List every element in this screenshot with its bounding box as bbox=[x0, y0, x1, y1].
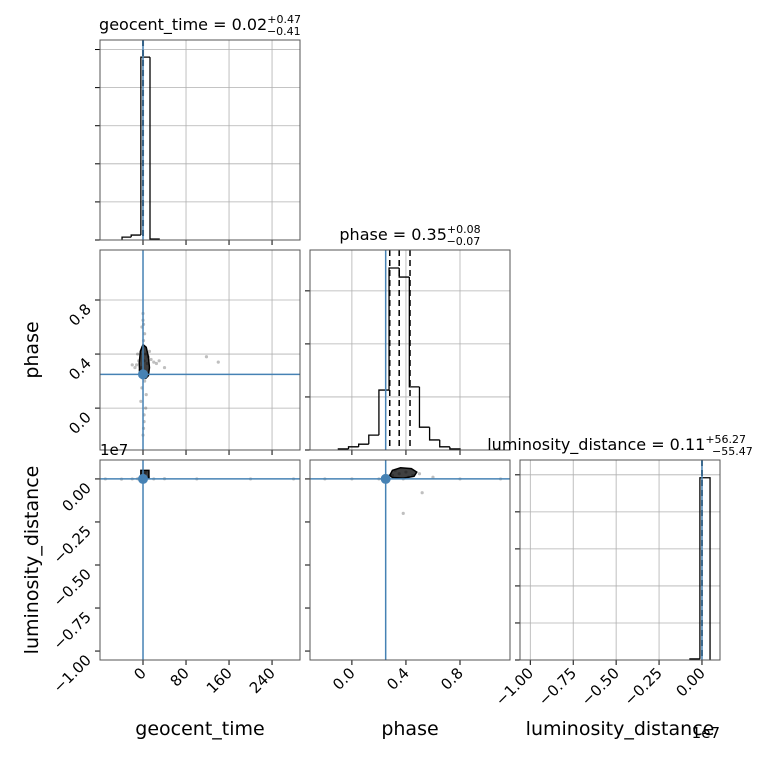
sample-point bbox=[401, 511, 405, 515]
histogram-bin bbox=[149, 57, 160, 240]
x-tick-label: 240 bbox=[246, 664, 279, 697]
x-tick-label: 160 bbox=[203, 664, 236, 697]
sample-point bbox=[152, 360, 156, 364]
truth-point bbox=[138, 473, 149, 484]
title-sub: −0.41 bbox=[267, 25, 301, 38]
histogram-bin bbox=[130, 234, 141, 238]
sample-point bbox=[154, 361, 159, 366]
histogram-bin bbox=[428, 427, 440, 441]
histogram-bin bbox=[398, 268, 410, 278]
histogram-bin bbox=[408, 277, 420, 388]
histogram-bin bbox=[699, 477, 711, 660]
sample-point bbox=[431, 475, 435, 479]
x-tick-label: 0 bbox=[130, 664, 149, 683]
truth-point bbox=[380, 473, 391, 484]
density-contour bbox=[388, 466, 418, 479]
sample-point bbox=[143, 332, 147, 336]
histogram-bin bbox=[418, 386, 430, 428]
title-text: phase = 0.35 bbox=[339, 225, 446, 244]
x-tick-label: 0.0 bbox=[329, 664, 359, 694]
y-axis-label: phase bbox=[21, 321, 43, 378]
sample-point bbox=[204, 355, 209, 359]
panel-frame bbox=[99, 39, 301, 241]
histogram-bin bbox=[140, 56, 150, 236]
panel: geocent_time = 0.02+0.47 −0.41 bbox=[95, 13, 301, 245]
sample-point bbox=[157, 359, 161, 363]
plot-area bbox=[100, 250, 300, 450]
panel: 0 80 160 240 −1.00−0.75−0.50−0.25 0.00 geocent… bbox=[21, 441, 301, 740]
x-axis-label: geocent_time bbox=[135, 718, 264, 740]
sample-point bbox=[143, 379, 147, 383]
y-offset-label: 1e7 bbox=[100, 441, 128, 459]
histogram-bin bbox=[449, 446, 461, 450]
sample-point bbox=[134, 363, 139, 367]
plot-area bbox=[100, 460, 300, 660]
title-text: geocent_time = 0.02 bbox=[99, 15, 267, 35]
sample-point bbox=[162, 365, 167, 370]
x-tick-label: −1.00 bbox=[492, 664, 537, 709]
y-tick-label: 0.00 bbox=[58, 479, 94, 515]
truth-point bbox=[138, 369, 149, 380]
panel-title: geocent_time = 0.02+0.47 −0.41 bbox=[99, 13, 301, 38]
panel-frame bbox=[99, 459, 301, 661]
y-tick-label: 0.0 bbox=[65, 408, 95, 438]
title-sup: +0.47 bbox=[267, 13, 301, 26]
x-offset-label: 1e7 bbox=[692, 724, 720, 742]
sample-point bbox=[139, 399, 143, 403]
title-sup: +0.08 bbox=[447, 223, 481, 236]
sample-point bbox=[133, 365, 137, 370]
x-tick-label: 0.8 bbox=[437, 664, 467, 694]
plot-area bbox=[100, 40, 300, 240]
plot-area bbox=[520, 460, 720, 660]
sample-point bbox=[147, 349, 152, 353]
title-sub: −0.07 bbox=[447, 235, 481, 248]
panel-title: phase = 0.35+0.08 −0.07 bbox=[339, 223, 480, 248]
title-text: luminosity_distance = 0.11 bbox=[487, 435, 705, 455]
sample-point bbox=[136, 352, 140, 356]
title-sub: −55.47 bbox=[712, 445, 753, 458]
sample-point bbox=[144, 406, 148, 410]
sample-point bbox=[130, 363, 134, 367]
y-tick-label: −0.75 bbox=[50, 608, 95, 653]
x-tick-label: −0.75 bbox=[535, 664, 580, 709]
y-tick-label: 0.4 bbox=[65, 354, 95, 384]
histogram-bin bbox=[357, 443, 369, 447]
panel: phase = 0.35+0.08 −0.07 bbox=[305, 223, 511, 455]
sample-point bbox=[420, 491, 424, 495]
y-tick-label: 0.8 bbox=[65, 300, 95, 330]
sample-point bbox=[417, 472, 422, 476]
x-axis-label: luminosity_distance bbox=[526, 718, 715, 740]
x-tick-label: −0.50 bbox=[578, 664, 623, 709]
x-axis-label: phase bbox=[381, 718, 438, 740]
y-axis-label: luminosity_distance bbox=[21, 466, 43, 655]
sample-point bbox=[144, 392, 148, 397]
y-tick-label: −0.50 bbox=[50, 565, 95, 610]
x-tick-label: 80 bbox=[167, 664, 193, 690]
sample-point bbox=[149, 357, 153, 362]
panel-frame bbox=[309, 249, 511, 451]
plot-area bbox=[310, 250, 510, 450]
y-tick-label: −1.00 bbox=[50, 651, 95, 696]
title-sup: +56.27 bbox=[705, 433, 746, 446]
panel: −1.00−0.75−0.50−0.25 0.00 luminosity_dista… bbox=[487, 433, 753, 742]
panel: 0.0 0.4 0.8 phase bbox=[305, 459, 511, 740]
x-tick-label: 0.00 bbox=[672, 664, 708, 700]
histogram-bin bbox=[368, 434, 379, 445]
y-tick-label: −0.25 bbox=[50, 522, 95, 567]
histogram-bin bbox=[121, 236, 132, 240]
histogram-bin bbox=[347, 446, 359, 449]
panel-frame bbox=[309, 459, 511, 661]
x-tick-label: 0.4 bbox=[383, 664, 413, 694]
sample-point bbox=[216, 360, 220, 364]
panel-frame bbox=[99, 249, 301, 451]
panel: 0.0 0.4 0.8 phase bbox=[21, 249, 301, 455]
panel-frame bbox=[519, 459, 721, 661]
panel-title: luminosity_distance = 0.11+56.27 −55.47 bbox=[487, 433, 753, 458]
histogram-bin bbox=[439, 439, 450, 448]
histogram-bin bbox=[388, 267, 400, 391]
plot-area bbox=[310, 460, 510, 660]
x-tick-label: −0.25 bbox=[621, 664, 666, 709]
